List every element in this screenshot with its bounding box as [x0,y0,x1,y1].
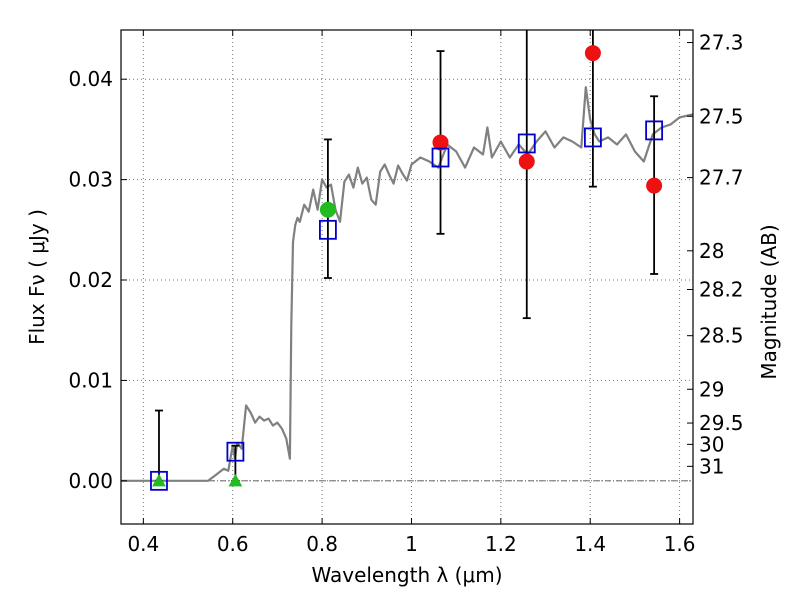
grid-layer [121,30,693,524]
x-tick-label: 1 [405,532,418,556]
y2-tick-label: 27.5 [699,104,744,128]
y2-tick-label: 28.5 [699,324,744,348]
y2-tick-label: 30 [699,432,724,456]
plot-frame [120,29,694,525]
model-flux-square [319,219,337,240]
x-tick-label: 0.6 [217,532,249,556]
marker-layer [150,45,664,491]
y-tick-label: 0.02 [68,268,113,292]
observed-flux-point [518,153,535,170]
observed-flux-point [646,177,663,194]
model-flux-square [431,147,450,168]
tick-layer: 0.4 0.6 0.8 1 1.2 1.4 1.6 0.00 0.01 0.02 0.03 0.04 2… [68,30,744,556]
x-tick-label: 1.4 [574,532,606,556]
y2-tick-label: 31 [699,454,724,478]
model-spectrum-layer [121,86,694,482]
x-axis-label: Wavelength λ (μm) [311,563,502,587]
observed-flux-point-green [319,201,336,218]
x-tick-label: 1.2 [485,532,517,556]
y-tick-label: 0.04 [68,67,113,91]
y-tick-label: 0.00 [68,469,113,493]
model-flux-square [517,133,536,154]
observed-flux-point [584,45,601,62]
y-tick-label: 0.01 [68,368,113,392]
model-flux-square [226,441,245,462]
upper-limit-triangle [228,473,243,487]
y2-tick-label: 28.2 [699,278,744,302]
y2-tick-label: 27.7 [699,166,744,190]
y2-tick-label: 29.5 [699,411,744,435]
model-flux-square [645,120,664,141]
upper-limit-triangle [152,473,166,487]
y-tick-label: 0.03 [68,168,113,192]
model-flux-square [150,470,168,491]
y2-tick-label: 28 [699,239,724,263]
y2-tick-label: 27.3 [699,31,744,55]
x-tick-label: 0.4 [127,532,159,556]
model-spectrum-line [121,86,694,482]
model-flux-square [584,127,602,148]
label-layer: Wavelength λ (μm) Flux Fν ( μJy ) Magnit… [25,209,781,587]
x-tick-label: 1.6 [664,532,696,556]
errorbar-layer [154,30,659,482]
y-axis-label: Flux Fν ( μJy ) [25,209,49,345]
y2-axis-label: Magnitude (AB) [757,224,781,379]
y2-tick-label: 29 [699,377,724,401]
x-tick-label: 0.8 [306,532,338,556]
observed-flux-point [432,134,449,151]
